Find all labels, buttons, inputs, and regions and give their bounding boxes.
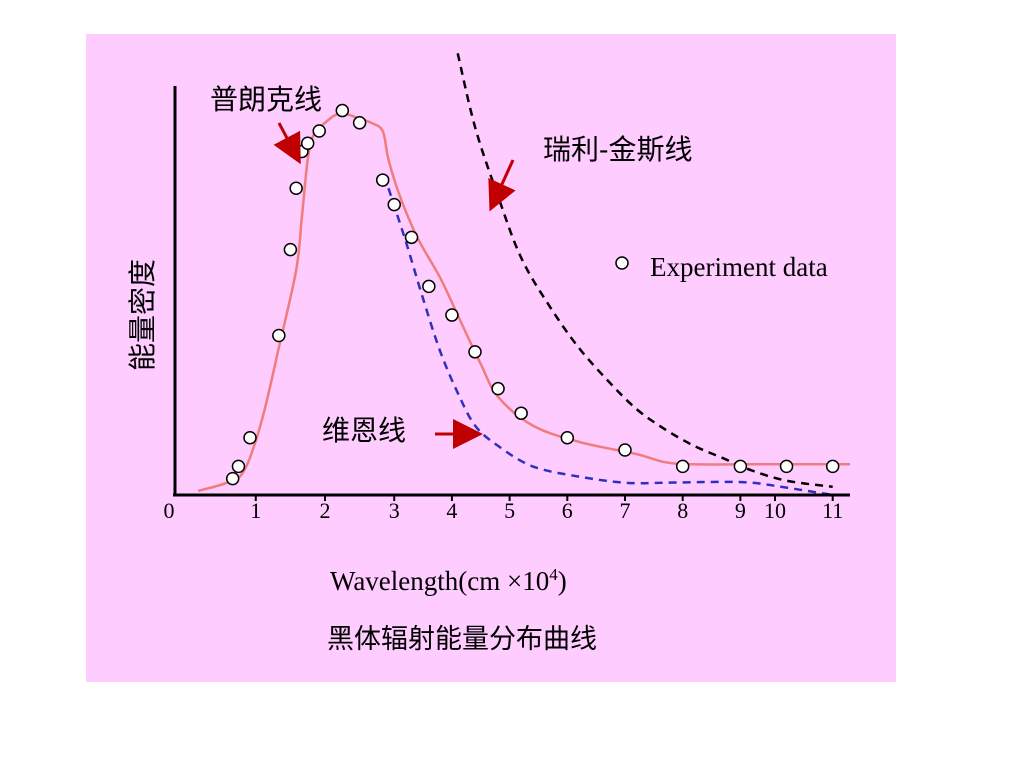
planck-arrow: [273, 122, 301, 165]
experiment-data-point: [312, 124, 326, 138]
x-tick-label: 10: [764, 498, 786, 523]
experiment-data-point: [825, 459, 840, 474]
experiment-data-point: [675, 459, 690, 474]
x-axis-label-close: ): [558, 566, 567, 596]
experiment-data-point: [352, 116, 367, 130]
rayleigh-jeans-curve: [456, 53, 833, 489]
experiment-data-point: [445, 308, 459, 322]
x-axis-label-exponent: 4: [549, 565, 558, 584]
planck-curve-label: 普朗克线: [210, 83, 322, 116]
chart-caption: 黑体辐射能量分布曲线: [327, 624, 597, 655]
experiment-data-point: [225, 471, 240, 486]
x-tick-label: 6: [562, 498, 573, 523]
x-tick-label: 2: [320, 498, 331, 523]
experiment-data-point: [283, 242, 298, 257]
x-tick-label: 1: [250, 498, 261, 523]
experiment-data-point: [733, 459, 748, 474]
x-tick-label: 9: [735, 498, 746, 523]
x-tick-label: 0: [164, 498, 175, 523]
x-tick-label: 7: [620, 498, 631, 523]
experiment-data-point: [560, 430, 575, 445]
experiment-data-point: [375, 173, 390, 187]
x-tick-label: 8: [677, 498, 688, 523]
rayleigh-jeans-arrow: [488, 159, 516, 212]
experiment-data-point: [335, 103, 350, 118]
wien-curve-label: 维恩线: [322, 414, 406, 447]
x-tick-label: 3: [389, 498, 400, 523]
x-tick-label: 5: [504, 498, 515, 523]
experiment-data-point: [514, 406, 528, 420]
experiment-data-point: [231, 459, 246, 474]
experiment-data-point: [243, 430, 257, 445]
experiment-data-point: [387, 197, 401, 212]
x-tick-label: 4: [446, 498, 457, 523]
planck-curve: [197, 112, 850, 493]
x-axis-label: Wavelength(cm ×104): [330, 565, 567, 596]
experiment-data-point: [618, 443, 632, 457]
x-tick-label: 11: [822, 498, 843, 523]
experiment-data-point: [272, 328, 286, 343]
legend-marker: [615, 256, 629, 270]
legend-experiment-data: Experiment data: [650, 252, 828, 282]
experiment-data-point: [404, 230, 419, 245]
wien-curve: [387, 187, 833, 497]
experiment-data-point: [468, 345, 482, 359]
chart-panel: [86, 34, 896, 682]
rayleigh-jeans-curve-label: 瑞利-金斯线: [543, 133, 692, 166]
experiment-data-point: [300, 136, 315, 151]
experiment-data-point: [289, 181, 303, 195]
x-axis-label-main: Wavelength(cm ×10: [330, 566, 549, 596]
y-axis-label: 能量密度: [126, 259, 159, 371]
experiment-data-point: [779, 459, 794, 474]
experiment-data-point: [422, 279, 436, 294]
experiment-data-point: [491, 381, 505, 396]
